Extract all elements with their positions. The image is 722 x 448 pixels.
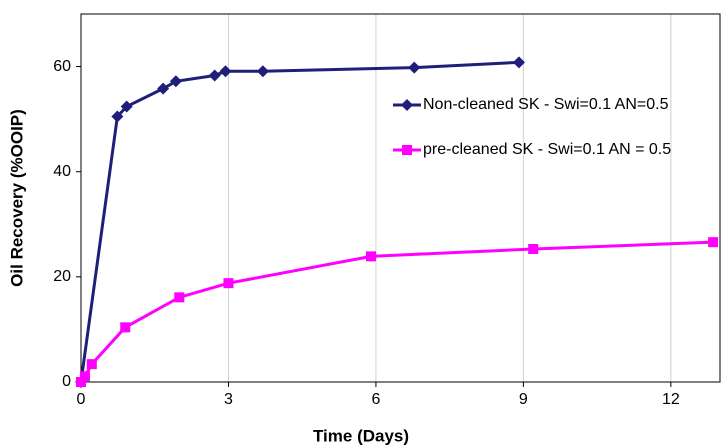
marker <box>366 251 377 262</box>
marker <box>79 371 90 382</box>
series-line <box>79 240 714 383</box>
y-tick-label: 40 <box>53 163 71 180</box>
x-axis-title: Time (Days) <box>313 426 409 445</box>
x-tick-label: 9 <box>519 391 528 408</box>
marker <box>86 359 97 370</box>
x-tick-label: 3 <box>224 391 233 408</box>
marker <box>219 65 232 78</box>
legend-label: pre-cleaned SK - Swi=0.1 AN = 0.5 <box>423 141 671 158</box>
marker <box>408 61 421 74</box>
marker <box>512 56 525 69</box>
marker <box>528 243 539 254</box>
marker <box>157 82 170 95</box>
marker <box>76 377 86 387</box>
legend-marker <box>402 145 412 155</box>
y-axis-title: Oil Recovery (%OOIP) <box>7 109 26 287</box>
marker <box>223 278 234 289</box>
marker <box>120 322 131 333</box>
marker <box>256 65 269 78</box>
legend-marker <box>401 99 413 111</box>
series-line <box>79 60 520 383</box>
marker <box>169 75 182 88</box>
marker <box>708 237 719 248</box>
y-tick-label: 0 <box>62 373 71 390</box>
x-tick-label: 12 <box>662 391 680 408</box>
legend-label: Non-cleaned SK - Swi=0.1 AN=0.5 <box>423 96 669 113</box>
plot-frame <box>80 13 721 383</box>
marker <box>120 100 133 113</box>
x-tick-label: 6 <box>371 391 380 408</box>
marker <box>111 110 124 123</box>
marker <box>208 69 221 82</box>
y-tick-label: 20 <box>53 268 71 285</box>
marker <box>174 292 185 303</box>
x-tick-label: 0 <box>77 391 86 408</box>
y-tick-label: 60 <box>53 58 71 75</box>
